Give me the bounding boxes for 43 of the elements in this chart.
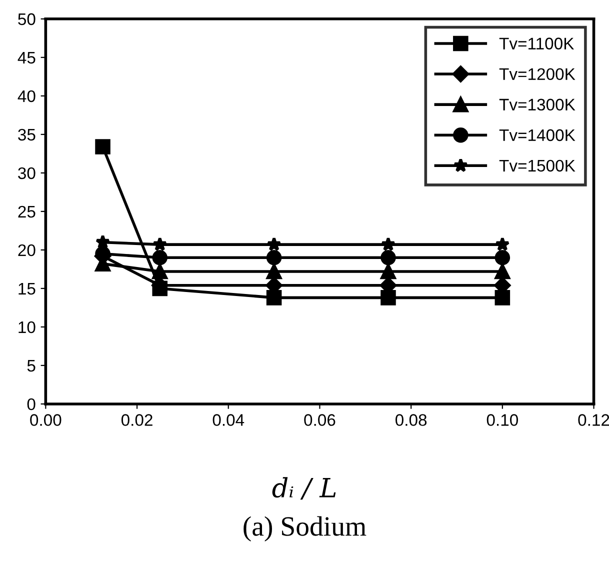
point [380, 250, 396, 266]
legend-label: Tv=1200K [499, 68, 576, 80]
y-tick-label: 10 [18, 321, 36, 334]
point [494, 264, 510, 280]
point [266, 264, 282, 280]
point [266, 250, 282, 266]
x-tick-label: 0.02 [121, 414, 152, 426]
x-tick-label: 0.08 [396, 414, 427, 426]
x-tick-label: 0.10 [486, 414, 518, 426]
y-tick-label: 0 [27, 398, 36, 410]
point [152, 236, 168, 251]
x-axis-title: dᵢ / L [272, 477, 336, 500]
point [152, 250, 168, 266]
point [380, 264, 396, 280]
y-tick-label: 40 [18, 90, 36, 102]
point [266, 290, 282, 306]
point [380, 236, 396, 251]
y-tick-label: 30 [18, 167, 36, 180]
legend-label: Tv=1100K [499, 38, 574, 50]
point [95, 246, 110, 262]
y-tick-label: 25 [18, 206, 36, 218]
point [95, 234, 110, 249]
text: (a) Sodium [244, 516, 366, 542]
point [266, 236, 282, 251]
x-tick-label: 0.00 [30, 414, 62, 426]
legend-label: Tv=1300K [499, 98, 576, 111]
point [495, 236, 510, 251]
legend-label: Tv=1500K [499, 160, 576, 172]
x-tick-label: 0.04 [212, 414, 244, 426]
y-tick-label: 35 [18, 128, 36, 141]
x-tick-label: 0.12 [578, 414, 609, 426]
y-tick-label: 45 [18, 52, 36, 64]
y-tick-label: 15 [18, 283, 36, 295]
point [95, 139, 110, 154]
legend-label: Tv=1400K [499, 129, 576, 142]
point [380, 290, 396, 306]
y-tick-label: 20 [18, 244, 36, 256]
y-tick-label: 5 [27, 360, 36, 372]
x-tick-label: 0.06 [304, 414, 336, 426]
point [152, 264, 168, 280]
point [494, 290, 510, 306]
y-tick-label: 50 [18, 13, 36, 26]
point [494, 250, 510, 266]
